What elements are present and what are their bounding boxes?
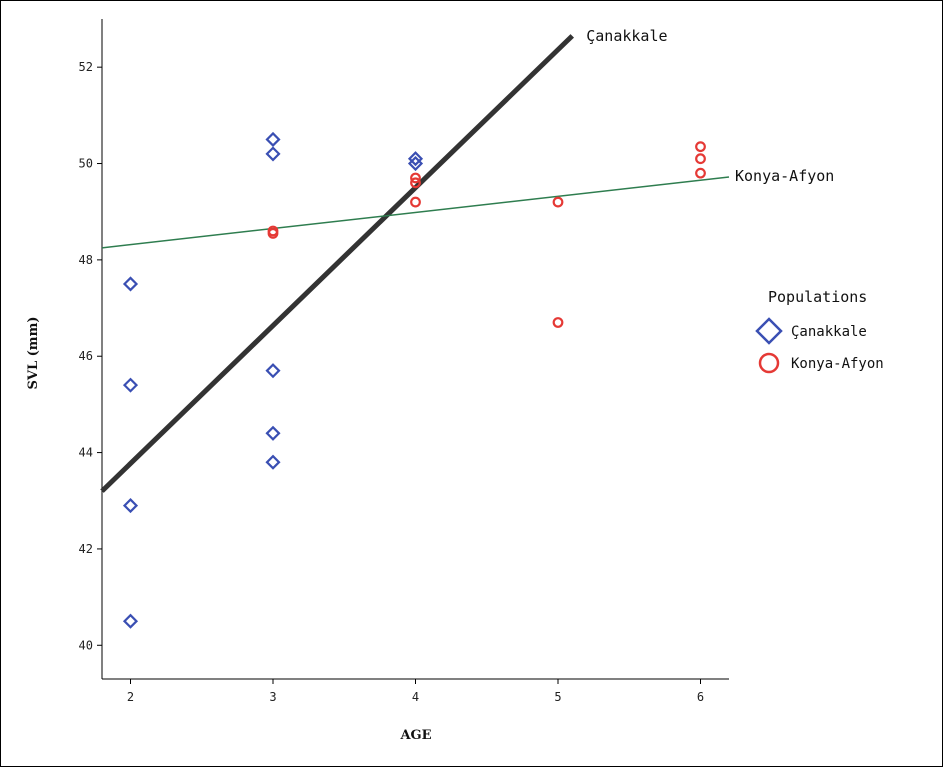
- data-points: [122, 131, 706, 629]
- y-tick-label: 46: [79, 349, 93, 363]
- data-point: [265, 146, 281, 162]
- fit-line: [101, 176, 730, 249]
- legend-circle-icon: [758, 352, 780, 374]
- data-point: [410, 172, 421, 184]
- data-point: [695, 141, 706, 153]
- data-point: [410, 196, 421, 208]
- data-point: [265, 425, 281, 441]
- fit-lines: Çanakkale Konya-Afyon: [100, 27, 834, 493]
- fit-line-label: Çanakkale: [586, 27, 667, 45]
- data-point: [122, 498, 139, 514]
- data-point: [265, 131, 281, 147]
- legend-title: Populations: [768, 288, 867, 306]
- x-tick-label: 5: [554, 690, 561, 704]
- data-point: [265, 363, 281, 379]
- y-tick-label: 42: [79, 542, 93, 556]
- data-point: [407, 151, 424, 167]
- legend-entry-label: Çanakkale: [791, 324, 867, 340]
- legend-entry-label: Konya-Afyon: [791, 356, 884, 372]
- y-tick-label: 40: [79, 638, 93, 652]
- data-point: [265, 454, 281, 470]
- data-point: [695, 153, 706, 165]
- data-point: [410, 177, 421, 189]
- x-tick-label: 3: [269, 690, 276, 704]
- x-tick-label: 2: [127, 690, 134, 704]
- data-point: [552, 196, 564, 208]
- data-point: [407, 155, 424, 172]
- x-tick-label: 6: [697, 690, 704, 704]
- legend: Populations Çanakkale Konya-Afyon: [755, 288, 884, 374]
- data-point: [122, 377, 139, 393]
- axes: 2 3 4 5 6 40 42 44 46 48 50 52: [79, 19, 729, 704]
- legend-diamond-icon: [755, 317, 783, 345]
- y-tick-label: 44: [79, 446, 93, 460]
- data-point: [267, 227, 279, 239]
- data-point: [122, 613, 139, 629]
- x-tick-label: 4: [412, 690, 419, 704]
- fit-line: [100, 34, 574, 493]
- y-tick-label: 50: [79, 157, 93, 171]
- data-point: [695, 167, 706, 179]
- y-tick-label: 48: [79, 253, 93, 267]
- y-tick-label: 52: [79, 60, 93, 74]
- data-point: [122, 276, 139, 292]
- fit-line-label: Konya-Afyon: [735, 167, 834, 185]
- data-point: [552, 317, 564, 328]
- y-axis-label: SVL (mm): [26, 317, 41, 390]
- x-axis-label: AGE: [399, 728, 431, 743]
